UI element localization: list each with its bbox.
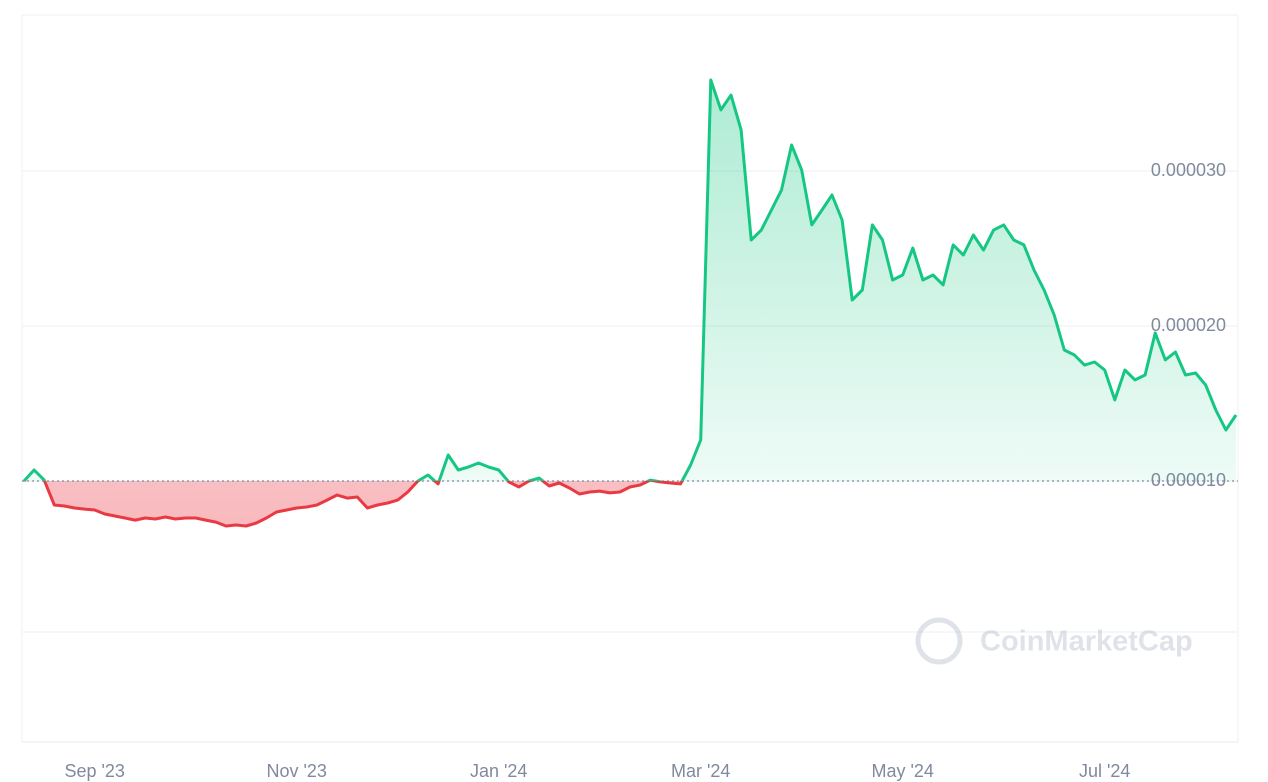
y-tick-label: 0.000030 <box>1151 160 1226 180</box>
x-tick-label: Jul '24 <box>1079 761 1130 781</box>
area-up <box>24 80 1236 481</box>
x-tick-label: Sep '23 <box>64 761 125 781</box>
y-tick-label: 0.000020 <box>1151 315 1226 335</box>
x-tick-label: May '24 <box>871 761 933 781</box>
area-down <box>24 481 1236 526</box>
x-tick-label: Nov '23 <box>266 761 326 781</box>
price-line-down <box>24 481 684 528</box>
watermark: CoinMarketCap <box>915 617 1193 665</box>
x-tick-label: Mar '24 <box>671 761 730 781</box>
watermark-logo <box>915 617 963 665</box>
watermark-text: CoinMarketCap <box>980 626 1193 658</box>
price-line-up <box>22 78 1238 481</box>
x-tick-label: Jan '24 <box>470 761 527 781</box>
